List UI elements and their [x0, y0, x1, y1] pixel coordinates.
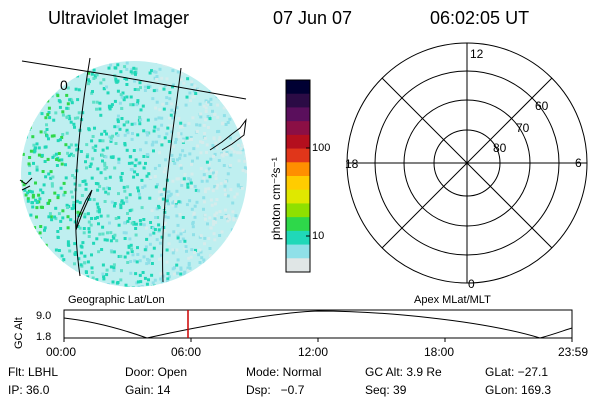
mlt-diagonal-2: [381, 77, 553, 249]
timeline-xtick-2359: 23:59: [558, 345, 588, 359]
info-mode: Mode: Normal: [246, 365, 322, 379]
colorbar: photon cm⁻²s⁻¹: [269, 79, 311, 273]
timeline-ticks: [63, 338, 573, 342]
mlat-label-70: 70: [516, 121, 530, 135]
coastline-small: [19, 177, 33, 191]
island-outline: [75, 189, 93, 231]
timeline-xtick-1800: 18:00: [424, 345, 454, 359]
timeline-ylabel: GC Alt: [13, 317, 25, 349]
mlt-label-bottom: 0: [468, 277, 475, 291]
latitude-line: [21, 60, 247, 100]
instrument-title: Ultraviolet Imager: [48, 8, 190, 28]
geographic-image-panel: 0: [19, 57, 247, 287]
longitude-line-west: [74, 57, 91, 277]
info-seq: Seq: 39: [365, 383, 407, 397]
map-marker: 0: [60, 77, 68, 93]
time-label: 06:02:05 UT: [430, 8, 530, 28]
mlt-label-right: 6: [575, 156, 582, 170]
colorbar-tick-label-10: 10: [312, 230, 325, 242]
polar-grid-panel: 12 6 0 18 60 70 80: [345, 42, 588, 291]
info-ip: IP: 36.0: [8, 383, 50, 397]
right-panel-label: Apex MLat/MLT: [414, 294, 491, 306]
timeline-xtick-0600: 06:00: [171, 345, 201, 359]
info-door: Door: Open: [125, 365, 188, 379]
colorbar-border: [285, 79, 311, 273]
colorbar-gradient: [286, 80, 310, 273]
mlt-label-left: 18: [345, 157, 359, 171]
timeline-ytick-low: 1.8: [36, 331, 51, 343]
left-panel-label: Geographic Lat/Lon: [68, 294, 165, 306]
colorbar-tick-label-100: 100: [312, 142, 331, 154]
longitude-line-east: [162, 67, 182, 283]
date-label: 07 Jun 07: [273, 8, 353, 28]
colorbar-unit-label: photon cm⁻²s⁻¹: [269, 157, 283, 240]
mlat-label-60: 60: [535, 99, 549, 113]
info-gc-alt: GC Alt: 3.9 Re: [365, 365, 442, 379]
info-glat: GLat: −27.1: [485, 365, 549, 379]
timeline-ytick-high: 9.0: [36, 310, 51, 322]
info-flt: Flt: LBHL: [8, 365, 59, 379]
info-gain: Gain: 14: [125, 383, 171, 397]
coastline: [209, 118, 247, 151]
info-dsp: Dsp: −0.7: [246, 383, 305, 397]
altitude-curve: [63, 310, 573, 339]
timeline-xtick-0000: 00:00: [46, 345, 76, 359]
timeline-xtick-1200: 12:00: [298, 345, 328, 359]
mlat-label-80: 80: [493, 141, 507, 155]
altitude-timeline: GC Alt 9.0 1.8 00:00 06:00 12:00 18:00 2…: [13, 309, 588, 359]
timeline-frame: [63, 309, 573, 339]
mlt-label-top: 12: [470, 47, 484, 61]
info-glon: GLon: 169.3: [485, 383, 552, 397]
